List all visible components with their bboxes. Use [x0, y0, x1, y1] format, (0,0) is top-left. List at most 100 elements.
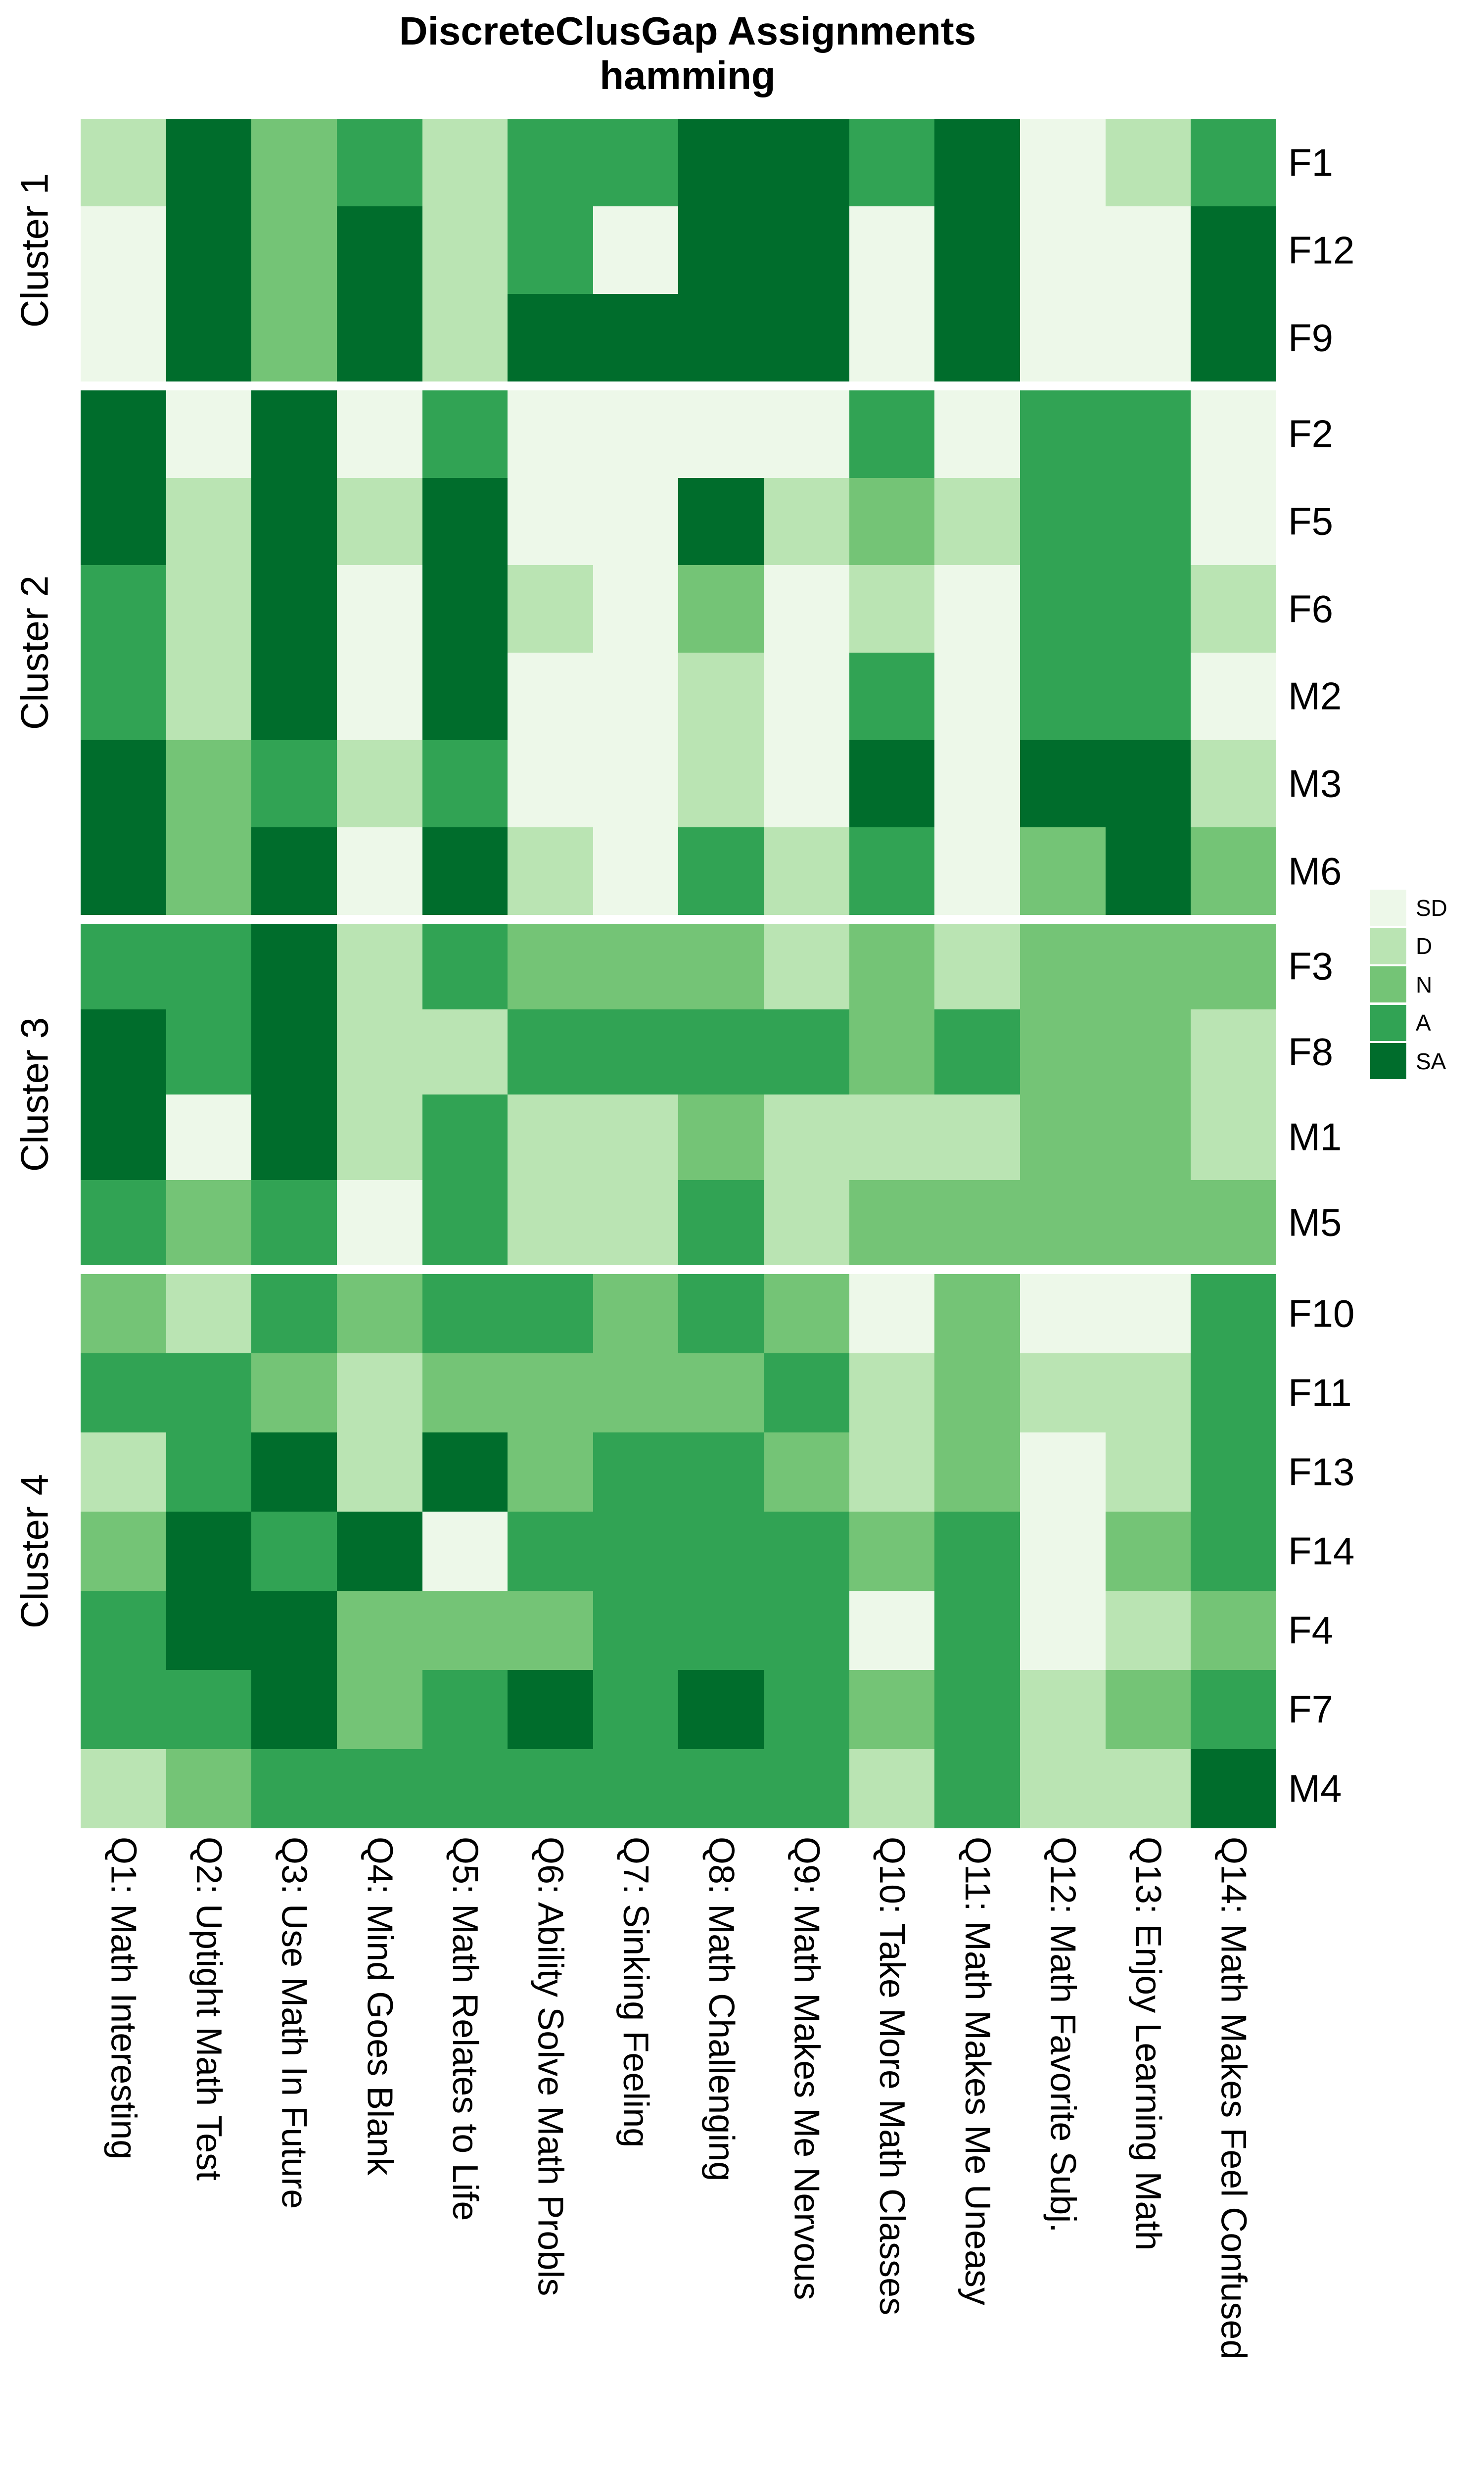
heatmap-cell-F2-Q5 — [422, 390, 508, 478]
heatmap-cell-F12-Q2 — [166, 206, 252, 294]
row-label-M4: M4 — [1288, 1766, 1342, 1810]
heatmap-cell-M2-Q5 — [422, 653, 508, 740]
heatmap-cell-F6-Q9 — [764, 565, 849, 653]
heatmap-cell-M1-Q2 — [166, 1094, 252, 1180]
heatmap-cell-F7-Q13 — [1105, 1670, 1191, 1749]
col-label-Q7: Q7: Sinking Feeling — [616, 1837, 656, 2148]
heatmap-cell-F4-Q1 — [81, 1591, 166, 1670]
heatmap-cell-M3-Q7 — [593, 740, 679, 828]
col-label-Q4: Q4: Mind Goes Blank — [360, 1837, 400, 2176]
heatmap-cell-F7-Q6 — [508, 1670, 593, 1749]
heatmap-cell-F12-Q1 — [81, 206, 166, 294]
heatmap-cell-M1-Q13 — [1105, 1094, 1191, 1180]
heatmap-cell-F14-Q10 — [849, 1512, 935, 1591]
heatmap-cell-F10-Q4 — [336, 1274, 422, 1353]
heatmap-cell-F1-Q13 — [1105, 119, 1191, 206]
heatmap-cell-M2-Q8 — [678, 653, 764, 740]
heatmap-cell-M5-Q10 — [849, 1180, 935, 1265]
heatmap-cell-F5-Q3 — [251, 477, 337, 566]
heatmap-cell-F9-Q3 — [251, 294, 337, 381]
cluster-label-1: Cluster 1 — [12, 173, 56, 328]
heatmap-cell-F8-Q12 — [1020, 1009, 1106, 1094]
heatmap-cell-F2-Q11 — [934, 390, 1020, 478]
cluster-label-3: Cluster 3 — [12, 1017, 56, 1172]
heatmap-cell-F6-Q7 — [593, 565, 679, 653]
heatmap-cell-F1-Q12 — [1020, 119, 1106, 206]
col-label-Q8: Q8: Math Challenging — [701, 1837, 741, 2182]
row-label-F6: F6 — [1288, 587, 1334, 631]
row-label-F12: F12 — [1288, 228, 1355, 272]
chart-title: DiscreteClusGap Assignments — [399, 9, 976, 53]
legend-label-D: D — [1416, 933, 1433, 959]
cluster-block-2 — [81, 390, 1276, 915]
heatmap-cell-F8-Q5 — [422, 1009, 508, 1094]
heatmap-cell-F12-Q14 — [1191, 206, 1276, 294]
heatmap-cell-F13-Q5 — [422, 1432, 508, 1512]
heatmap-cell-M3-Q13 — [1105, 740, 1191, 828]
heatmap-cell-F7-Q5 — [422, 1670, 508, 1749]
heatmap-cell-F13-Q14 — [1191, 1432, 1276, 1512]
heatmap-cell-F6-Q5 — [422, 565, 508, 653]
heatmap-cell-F11-Q4 — [336, 1353, 422, 1432]
heatmap-cell-M1-Q5 — [422, 1094, 508, 1180]
heatmap-cell-M4-Q9 — [764, 1749, 849, 1828]
heatmap-cell-F9-Q1 — [81, 294, 166, 381]
heatmap-cell-F11-Q10 — [849, 1353, 935, 1432]
heatmap-cell-F14-Q6 — [508, 1512, 593, 1591]
row-label-F14: F14 — [1288, 1529, 1355, 1573]
heatmap-cell-F9-Q2 — [166, 294, 252, 381]
cluster-block-3 — [81, 924, 1276, 1265]
row-label-F13: F13 — [1288, 1450, 1355, 1494]
heatmap-cell-F8-Q3 — [251, 1009, 337, 1094]
heatmap-cell-M5-Q7 — [593, 1180, 679, 1265]
heatmap-cell-F4-Q13 — [1105, 1591, 1191, 1670]
heatmap-cell-M1-Q7 — [593, 1094, 679, 1180]
heatmap-cell-F5-Q6 — [508, 477, 593, 566]
heatmap-cell-F2-Q7 — [593, 390, 679, 478]
legend-label-SD: SD — [1416, 895, 1447, 921]
heatmap-cell-M5-Q1 — [81, 1180, 166, 1265]
heatmap-cell-F3-Q3 — [251, 924, 337, 1009]
heatmap-cell-F7-Q9 — [764, 1670, 849, 1749]
legend-swatch-D — [1370, 928, 1406, 964]
heatmap-cell-F10-Q7 — [593, 1274, 679, 1353]
heatmap-cell-F3-Q1 — [81, 924, 166, 1009]
heatmap-cell-M1-Q1 — [81, 1094, 166, 1180]
row-label-M2: M2 — [1288, 674, 1342, 718]
heatmap-cell-F5-Q10 — [849, 477, 935, 566]
heatmap-cell-F12-Q11 — [934, 206, 1020, 294]
col-label-Q3: Q3: Use Math In Future — [274, 1837, 314, 2209]
heatmap-cell-F14-Q13 — [1105, 1512, 1191, 1591]
row-label-M5: M5 — [1288, 1200, 1342, 1244]
heatmap-cell-F2-Q1 — [81, 390, 166, 478]
heatmap-cell-M4-Q2 — [166, 1749, 252, 1828]
row-label-F5: F5 — [1288, 499, 1334, 543]
heatmap-cell-M1-Q14 — [1191, 1094, 1276, 1180]
heatmap-cell-F3-Q10 — [849, 924, 935, 1009]
heatmap-cell-F7-Q8 — [678, 1670, 764, 1749]
heatmap-cell-M6-Q9 — [764, 827, 849, 915]
heatmap-cell-F14-Q9 — [764, 1512, 849, 1591]
heatmap-cell-M2-Q7 — [593, 653, 679, 740]
heatmap-cell-M6-Q11 — [934, 827, 1020, 915]
cluster-label-4: Cluster 4 — [12, 1474, 56, 1629]
heatmap-cell-F8-Q13 — [1105, 1009, 1191, 1094]
heatmap-cell-F13-Q12 — [1020, 1432, 1106, 1512]
heatmap-cell-M5-Q11 — [934, 1180, 1020, 1265]
heatmap-cell-F9-Q5 — [422, 294, 508, 381]
col-label-Q5: Q5: Math Relates to Life — [445, 1837, 485, 2221]
heatmap-cell-M2-Q3 — [251, 653, 337, 740]
heatmap-cell-M3-Q8 — [678, 740, 764, 828]
col-label-Q12: Q12: Math Favorite Subj. — [1043, 1837, 1083, 2233]
heatmap-cell-F3-Q6 — [508, 924, 593, 1009]
heatmap-cell-M2-Q6 — [508, 653, 593, 740]
heatmap-cell-M2-Q12 — [1020, 653, 1106, 740]
row-label-F2: F2 — [1288, 412, 1334, 456]
heatmap-cell-F9-Q4 — [336, 294, 422, 381]
heatmap-cell-F4-Q2 — [166, 1591, 252, 1670]
heatmap-cell-F4-Q7 — [593, 1591, 679, 1670]
heatmap-cell-F2-Q8 — [678, 390, 764, 478]
heatmap-cell-F9-Q13 — [1105, 294, 1191, 381]
heatmap-cell-M1-Q6 — [508, 1094, 593, 1180]
col-label-Q9: Q9: Math Makes Me Nervous — [787, 1837, 827, 2300]
